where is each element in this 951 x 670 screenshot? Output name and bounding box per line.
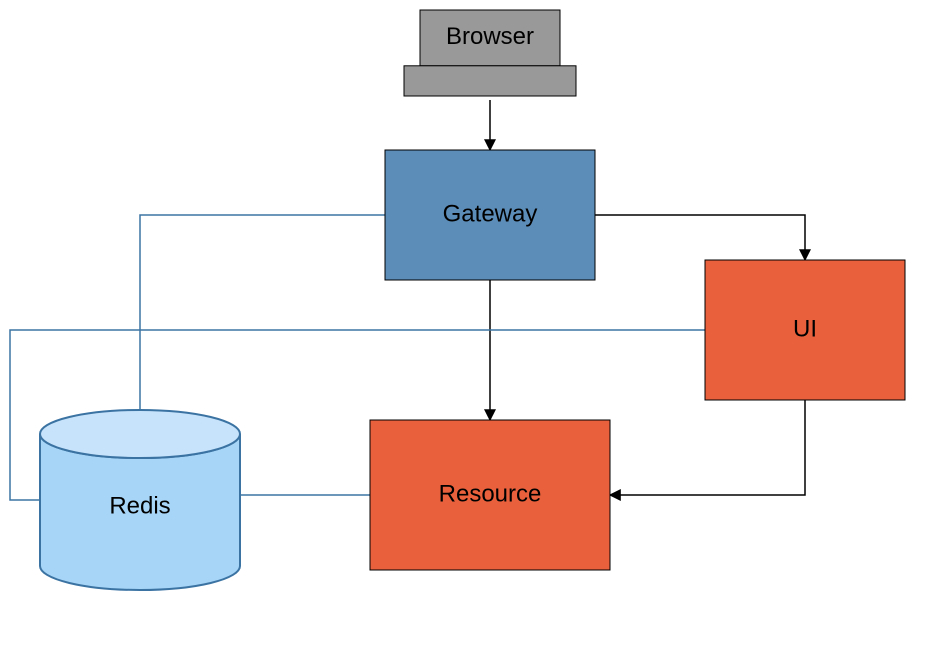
node-label-resource: Resource	[439, 480, 542, 507]
node-ui: UI	[705, 260, 905, 400]
node-gateway: Gateway	[385, 150, 595, 280]
node-redis: Redis	[40, 410, 240, 590]
nodes: Browser Gateway UI Resource Redis	[40, 10, 905, 590]
node-label-gateway: Gateway	[443, 200, 538, 227]
edge-gateway-to-ui	[595, 215, 805, 260]
architecture-diagram: Browser Gateway UI Resource Redis	[0, 0, 951, 670]
edge-ui-to-resource	[610, 400, 805, 495]
node-label-redis: Redis	[109, 493, 170, 520]
node-label-browser: Browser	[446, 23, 534, 50]
edge-gateway-to-redis	[140, 215, 385, 410]
node-label-ui: UI	[793, 315, 817, 342]
node-browser: Browser	[404, 10, 576, 96]
node-resource: Resource	[370, 420, 610, 570]
